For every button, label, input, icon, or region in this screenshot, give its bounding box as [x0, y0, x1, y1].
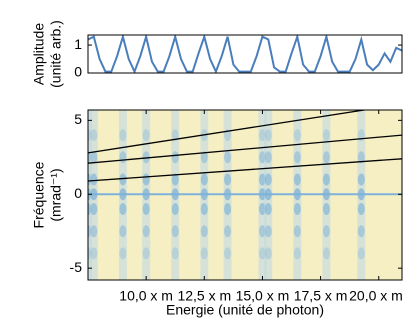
heatmap-blob [264, 203, 272, 216]
heatmap-blob [293, 225, 301, 238]
y-tick-label: 0 [74, 64, 82, 80]
heatmap-blob [264, 129, 272, 142]
y-tick-label: -5 [70, 259, 83, 275]
heatmap-blob [142, 247, 150, 260]
heatmap-blob [200, 247, 208, 260]
heatmap-blob [258, 129, 266, 142]
heatmap-blob [264, 151, 272, 164]
heatmap-blob [293, 151, 301, 164]
heatmap-blob [293, 247, 301, 260]
plot-area [88, 35, 402, 73]
heatmap-blob [258, 151, 266, 164]
heatmap-blob [264, 173, 272, 186]
heatmap-blob [171, 225, 179, 238]
heatmap-blob [142, 129, 150, 142]
y-axis-label: Fréquence [31, 161, 47, 228]
y-axis-label: (mrad⁻¹) [48, 168, 64, 221]
heatmap-blob [258, 203, 266, 216]
heatmap-blob [119, 129, 127, 142]
heatmap-blob [142, 151, 150, 164]
fit-line [88, 158, 402, 182]
heatmap-blob [357, 203, 365, 216]
fit-line [88, 110, 369, 154]
heatmap-blob [200, 151, 208, 164]
heatmap-blob [224, 247, 232, 260]
heatmap-blob [90, 225, 98, 238]
heatmap-blob [142, 173, 150, 186]
x-tick-label: 15,0 x m [236, 288, 290, 304]
heatmap-blob [171, 173, 179, 186]
heatmap-blob [258, 247, 266, 260]
heatmap-blob [322, 225, 330, 238]
heatmap-blob [171, 129, 179, 142]
heatmap-blob [119, 173, 127, 186]
plot-frame [87, 109, 403, 281]
heatmap-blob [322, 203, 330, 216]
y-axis-label: (unité arb.) [48, 20, 64, 88]
heatmap-blob [142, 225, 150, 238]
heatmap-blob [357, 173, 365, 186]
heatmap-blob [90, 203, 98, 216]
plot-area [88, 110, 402, 280]
heatmap-blob [322, 151, 330, 164]
x-tick-label: 12,5 x m [177, 288, 231, 304]
heatmap-blob [357, 151, 365, 164]
heatmap-blob [322, 129, 330, 142]
heatmap-blob [119, 247, 127, 260]
heatmap-blob [119, 151, 127, 164]
heatmap-blob [264, 225, 272, 238]
heatmap-blob [357, 247, 365, 260]
x-tick-label: 17,5 x m [294, 288, 348, 304]
heatmap-blob [258, 173, 266, 186]
plot-frame [87, 34, 403, 74]
amplitude-line [88, 35, 402, 73]
y-tick-label: 1 [74, 36, 82, 52]
x-axis-label: Energie (unité de photon) [166, 302, 324, 318]
heatmap-blob [200, 173, 208, 186]
y-tick-label: 5 [74, 111, 82, 127]
x-tick-label: 20,0 x m [349, 288, 403, 304]
heatmap-blob [258, 225, 266, 238]
heatmap-blob [224, 151, 232, 164]
x-tick-label: 10,0 x m [119, 288, 173, 304]
heatmap-blob [90, 173, 98, 186]
heatmap-blob [119, 225, 127, 238]
heatmap-blob [322, 173, 330, 186]
heatmap-blob [171, 247, 179, 260]
heatmap-blob [293, 203, 301, 216]
heatmap-blob [357, 225, 365, 238]
heatmap-blob [322, 247, 330, 260]
heatmap-blob [142, 203, 150, 216]
y-axis-label: Amplitude [31, 23, 47, 85]
y-tick-label: 0 [74, 185, 82, 201]
heatmap-blob [264, 247, 272, 260]
heatmap-blob [224, 225, 232, 238]
heatmap-blob [171, 151, 179, 164]
heatmap-blob [119, 203, 127, 216]
heatmap-blob [224, 173, 232, 186]
heatmap-blob [293, 129, 301, 142]
heatmap-blob [90, 129, 98, 142]
heatmap-blob [171, 203, 179, 216]
fit-line [88, 134, 402, 164]
heatmap-blob [293, 173, 301, 186]
heatmap-blob [90, 151, 98, 164]
heatmap-blob [224, 203, 232, 216]
heatmap-blob [200, 203, 208, 216]
heatmap-blob [200, 225, 208, 238]
heatmap-blob [90, 247, 98, 260]
